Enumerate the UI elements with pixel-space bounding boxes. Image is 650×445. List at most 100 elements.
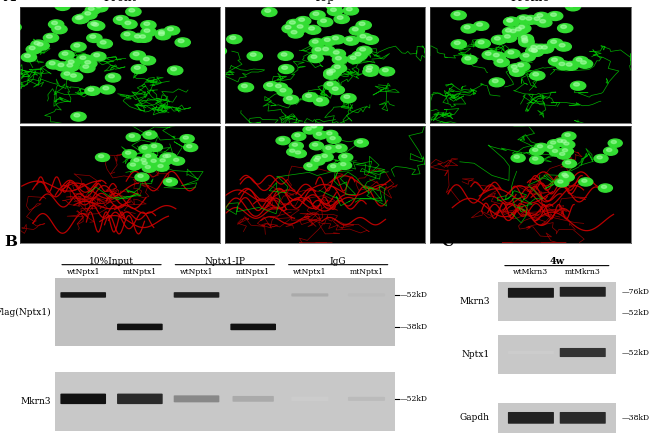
- Circle shape: [264, 82, 279, 91]
- Circle shape: [58, 3, 64, 6]
- Circle shape: [597, 156, 603, 159]
- Circle shape: [515, 0, 530, 9]
- Text: mtNptx1: mtNptx1: [236, 268, 270, 276]
- Circle shape: [541, 46, 547, 49]
- Circle shape: [142, 153, 157, 161]
- Circle shape: [144, 22, 150, 25]
- Circle shape: [312, 125, 317, 128]
- Circle shape: [309, 27, 315, 30]
- Circle shape: [538, 145, 543, 148]
- Circle shape: [52, 25, 67, 34]
- Circle shape: [311, 157, 325, 165]
- Circle shape: [506, 19, 512, 22]
- Circle shape: [279, 138, 284, 141]
- Text: —52kD: —52kD: [622, 309, 650, 317]
- Circle shape: [141, 21, 156, 29]
- Circle shape: [357, 33, 372, 42]
- Text: Top: Top: [314, 0, 336, 4]
- Circle shape: [162, 153, 176, 161]
- Circle shape: [59, 51, 74, 60]
- Circle shape: [9, 24, 15, 28]
- Circle shape: [336, 146, 341, 149]
- Circle shape: [97, 39, 112, 48]
- Circle shape: [563, 174, 569, 178]
- Circle shape: [513, 69, 519, 72]
- Circle shape: [272, 83, 287, 92]
- Circle shape: [83, 65, 88, 69]
- Circle shape: [330, 3, 335, 6]
- FancyBboxPatch shape: [560, 348, 606, 357]
- Circle shape: [335, 57, 341, 60]
- Circle shape: [367, 37, 372, 40]
- Text: Nptx1-IP: Nptx1-IP: [204, 257, 245, 266]
- Circle shape: [490, 52, 506, 61]
- Circle shape: [51, 21, 57, 24]
- Text: wtMkrn3: wtMkrn3: [514, 267, 549, 275]
- Circle shape: [295, 151, 300, 154]
- Circle shape: [565, 134, 570, 137]
- Circle shape: [85, 61, 90, 64]
- Circle shape: [134, 158, 139, 162]
- Circle shape: [239, 83, 254, 92]
- Circle shape: [138, 174, 143, 178]
- Circle shape: [82, 59, 97, 68]
- Circle shape: [307, 164, 312, 167]
- Circle shape: [302, 93, 318, 101]
- Circle shape: [157, 158, 171, 166]
- Circle shape: [313, 97, 329, 106]
- FancyBboxPatch shape: [60, 292, 106, 298]
- Circle shape: [532, 148, 538, 151]
- Circle shape: [532, 49, 538, 52]
- Circle shape: [163, 178, 177, 186]
- Circle shape: [536, 45, 542, 49]
- FancyBboxPatch shape: [348, 397, 385, 401]
- FancyBboxPatch shape: [560, 412, 606, 424]
- Circle shape: [530, 71, 545, 80]
- Circle shape: [125, 151, 131, 154]
- Circle shape: [451, 11, 466, 20]
- Circle shape: [341, 162, 346, 166]
- Circle shape: [146, 154, 151, 158]
- Circle shape: [277, 87, 292, 96]
- Text: —52kD: —52kD: [400, 291, 428, 299]
- Circle shape: [566, 161, 571, 164]
- Circle shape: [313, 131, 328, 139]
- Circle shape: [142, 162, 148, 165]
- Circle shape: [508, 51, 514, 54]
- Circle shape: [317, 18, 333, 27]
- Circle shape: [323, 47, 328, 51]
- Circle shape: [478, 40, 484, 44]
- Circle shape: [285, 25, 291, 29]
- Circle shape: [556, 151, 571, 159]
- Circle shape: [99, 154, 104, 158]
- Circle shape: [307, 123, 322, 132]
- Circle shape: [327, 82, 333, 86]
- Circle shape: [125, 21, 131, 24]
- Circle shape: [180, 135, 194, 143]
- Circle shape: [573, 57, 588, 65]
- Circle shape: [582, 179, 587, 182]
- Circle shape: [334, 15, 349, 24]
- Circle shape: [126, 133, 140, 141]
- Circle shape: [139, 160, 153, 168]
- Text: Mkrn3: Mkrn3: [20, 397, 51, 406]
- Circle shape: [501, 33, 517, 42]
- Circle shape: [511, 154, 525, 162]
- Text: 4w: 4w: [549, 257, 564, 266]
- Circle shape: [534, 12, 549, 21]
- Circle shape: [287, 97, 292, 100]
- Circle shape: [127, 162, 141, 170]
- Circle shape: [291, 30, 297, 34]
- Circle shape: [306, 127, 311, 130]
- Bar: [55, 372, 395, 431]
- Circle shape: [88, 7, 94, 10]
- Circle shape: [547, 140, 562, 148]
- Circle shape: [290, 149, 295, 152]
- Circle shape: [141, 28, 156, 36]
- Circle shape: [309, 123, 322, 131]
- Circle shape: [571, 81, 586, 90]
- Circle shape: [129, 134, 135, 138]
- Circle shape: [139, 145, 153, 153]
- Circle shape: [88, 88, 94, 91]
- Circle shape: [141, 158, 146, 162]
